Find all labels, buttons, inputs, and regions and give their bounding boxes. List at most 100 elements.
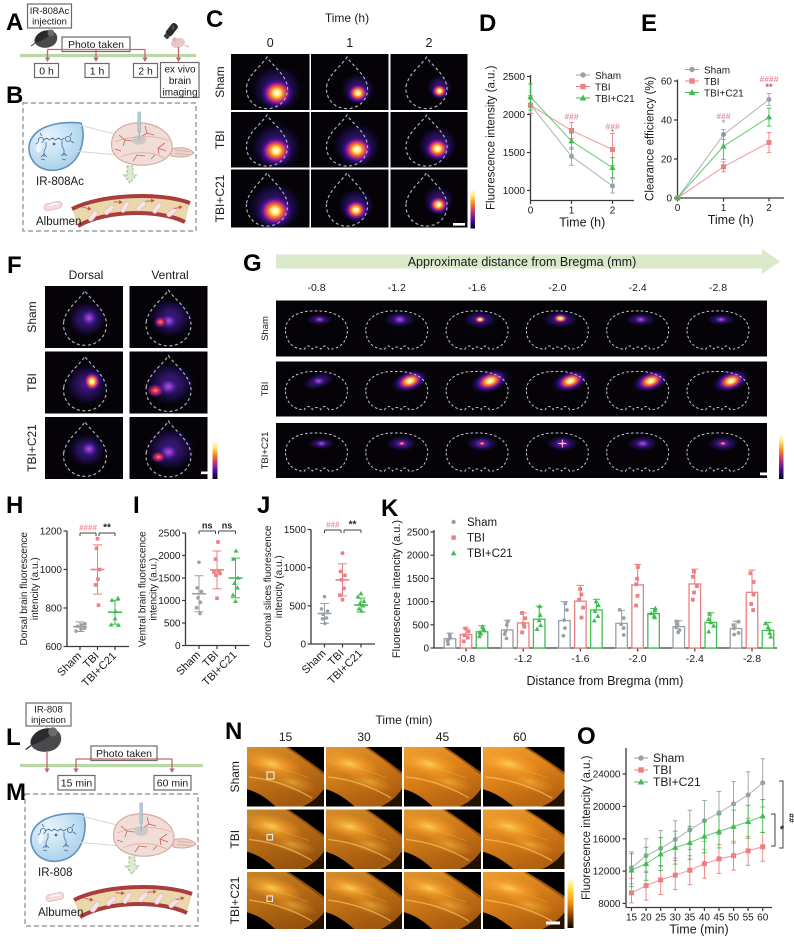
svg-text:1 h: 1 h	[90, 66, 105, 78]
svg-text:J: J	[257, 492, 270, 519]
svg-text:injection: injection	[32, 17, 67, 28]
svg-text:IR-808Ac: IR-808Ac	[36, 176, 84, 188]
svg-text:16000: 16000	[593, 834, 621, 845]
svg-text:20000: 20000	[593, 802, 621, 813]
svg-text:30: 30	[357, 730, 371, 744]
svg-text:intencity (a.u.): intencity (a.u.)	[149, 558, 160, 621]
svg-text:0: 0	[175, 641, 181, 652]
svg-text:L: L	[6, 724, 21, 751]
svg-text:Sham: Sham	[595, 71, 621, 82]
svg-text:Time (min): Time (min)	[376, 713, 433, 727]
svg-text:1500: 1500	[407, 574, 430, 585]
svg-text:2000: 2000	[407, 551, 430, 562]
svg-text:Ventral brain fluorescence: Ventral brain fluorescence	[138, 531, 149, 647]
svg-text:TBI: TBI	[595, 82, 611, 93]
svg-text:H: H	[6, 492, 23, 519]
svg-text:2 h: 2 h	[138, 66, 153, 78]
svg-text:2: 2	[426, 36, 433, 50]
svg-text:E: E	[641, 10, 657, 37]
svg-text:8000: 8000	[598, 899, 621, 910]
svg-text:TBI+C21: TBI+C21	[467, 548, 513, 560]
svg-text:1000: 1000	[284, 563, 307, 574]
svg-text:Approximate distance from Breg: Approximate distance from Bregma (mm)	[408, 255, 637, 269]
svg-text:TBI+C21: TBI+C21	[704, 88, 744, 99]
svg-text:TBI+C21: TBI+C21	[653, 775, 701, 789]
svg-text:60: 60	[513, 730, 527, 744]
svg-text:40: 40	[661, 116, 673, 127]
svg-text:Albumen: Albumen	[36, 216, 81, 228]
svg-text:0: 0	[423, 644, 429, 655]
svg-text:Clearance efficiency (%): Clearance efficiency (%)	[645, 76, 657, 201]
svg-text:1200: 1200	[40, 527, 63, 538]
svg-text:intencity (a.u.): intencity (a.u.)	[30, 557, 41, 620]
svg-text:TBI+C21: TBI+C21	[213, 174, 227, 222]
svg-text:800: 800	[45, 604, 62, 615]
svg-text:Fluorescence intencity (a.u.): Fluorescence intencity (a.u.)	[581, 755, 593, 900]
svg-text:TBI: TBI	[25, 373, 39, 392]
svg-text:0 h: 0 h	[39, 66, 54, 78]
svg-text:C: C	[206, 6, 223, 33]
svg-text:*: *	[780, 824, 785, 836]
svg-text:*: *	[611, 127, 615, 137]
svg-text:55: 55	[743, 913, 755, 924]
svg-text:-2.8: -2.8	[743, 653, 761, 665]
svg-text:F: F	[7, 252, 22, 279]
svg-text:##: ##	[787, 813, 794, 823]
svg-text:1: 1	[346, 36, 353, 50]
svg-text:-2.4: -2.4	[629, 282, 647, 294]
svg-text:0: 0	[300, 640, 306, 651]
svg-text:60 min: 60 min	[157, 778, 189, 790]
svg-text:25: 25	[655, 913, 667, 924]
svg-text:-0.8: -0.8	[307, 282, 325, 294]
svg-text:####: ####	[79, 524, 97, 533]
svg-text:TBI: TBI	[704, 77, 720, 88]
svg-text:Time (min): Time (min)	[669, 923, 728, 937]
svg-text:ns: ns	[202, 521, 213, 531]
svg-text:ex vivo: ex vivo	[164, 65, 196, 76]
svg-text:-2.0: -2.0	[548, 282, 566, 294]
svg-text:intencity (a.u.): intencity (a.u.)	[274, 555, 285, 618]
svg-text:500: 500	[164, 619, 181, 630]
svg-text:Sham: Sham	[228, 761, 242, 792]
svg-text:G: G	[243, 250, 262, 277]
svg-text:2: 2	[766, 203, 772, 214]
svg-text:Sham: Sham	[467, 517, 497, 529]
svg-text:Sham: Sham	[213, 66, 227, 97]
svg-text:45: 45	[436, 730, 450, 744]
svg-text:brain: brain	[169, 76, 191, 87]
svg-text:0: 0	[267, 36, 274, 50]
svg-text:24000: 24000	[593, 770, 621, 781]
svg-text:Time (h): Time (h)	[559, 216, 605, 230]
svg-text:1000: 1000	[407, 597, 430, 608]
svg-text:IR-808: IR-808	[34, 705, 63, 716]
svg-text:Time (h): Time (h)	[708, 213, 754, 227]
svg-text:1000: 1000	[158, 596, 181, 607]
svg-text:M: M	[6, 779, 26, 806]
svg-text:###: ###	[564, 111, 578, 121]
svg-text:D: D	[479, 10, 496, 37]
svg-text:**: **	[349, 520, 357, 531]
svg-text:-1.6: -1.6	[571, 653, 589, 665]
svg-text:500: 500	[412, 620, 429, 631]
svg-text:Sham: Sham	[25, 301, 39, 332]
svg-text:I: I	[133, 492, 140, 519]
svg-text:Coronal slices fluorescence: Coronal slices fluorescence	[263, 525, 274, 648]
svg-text:0: 0	[666, 194, 672, 205]
svg-text:1500: 1500	[284, 525, 307, 536]
svg-text:2000: 2000	[503, 110, 526, 121]
svg-text:TBI+C21: TBI+C21	[25, 424, 39, 472]
svg-text:0: 0	[528, 206, 534, 217]
svg-text:TBI+C21: TBI+C21	[595, 94, 635, 105]
svg-text:IR-808: IR-808	[38, 867, 73, 879]
svg-text:1000: 1000	[503, 186, 526, 197]
svg-text:TBI: TBI	[467, 533, 485, 545]
svg-text:500: 500	[289, 601, 306, 612]
svg-text:O: O	[577, 723, 596, 750]
svg-text:1500: 1500	[158, 574, 181, 585]
svg-text:15: 15	[279, 730, 293, 744]
svg-text:Distance from Bregma (mm): Distance from Bregma (mm)	[527, 674, 684, 688]
svg-text:ns: ns	[222, 521, 233, 531]
svg-text:60: 60	[661, 77, 673, 88]
svg-text:0: 0	[675, 203, 681, 214]
svg-text:-2.8: -2.8	[709, 282, 727, 294]
